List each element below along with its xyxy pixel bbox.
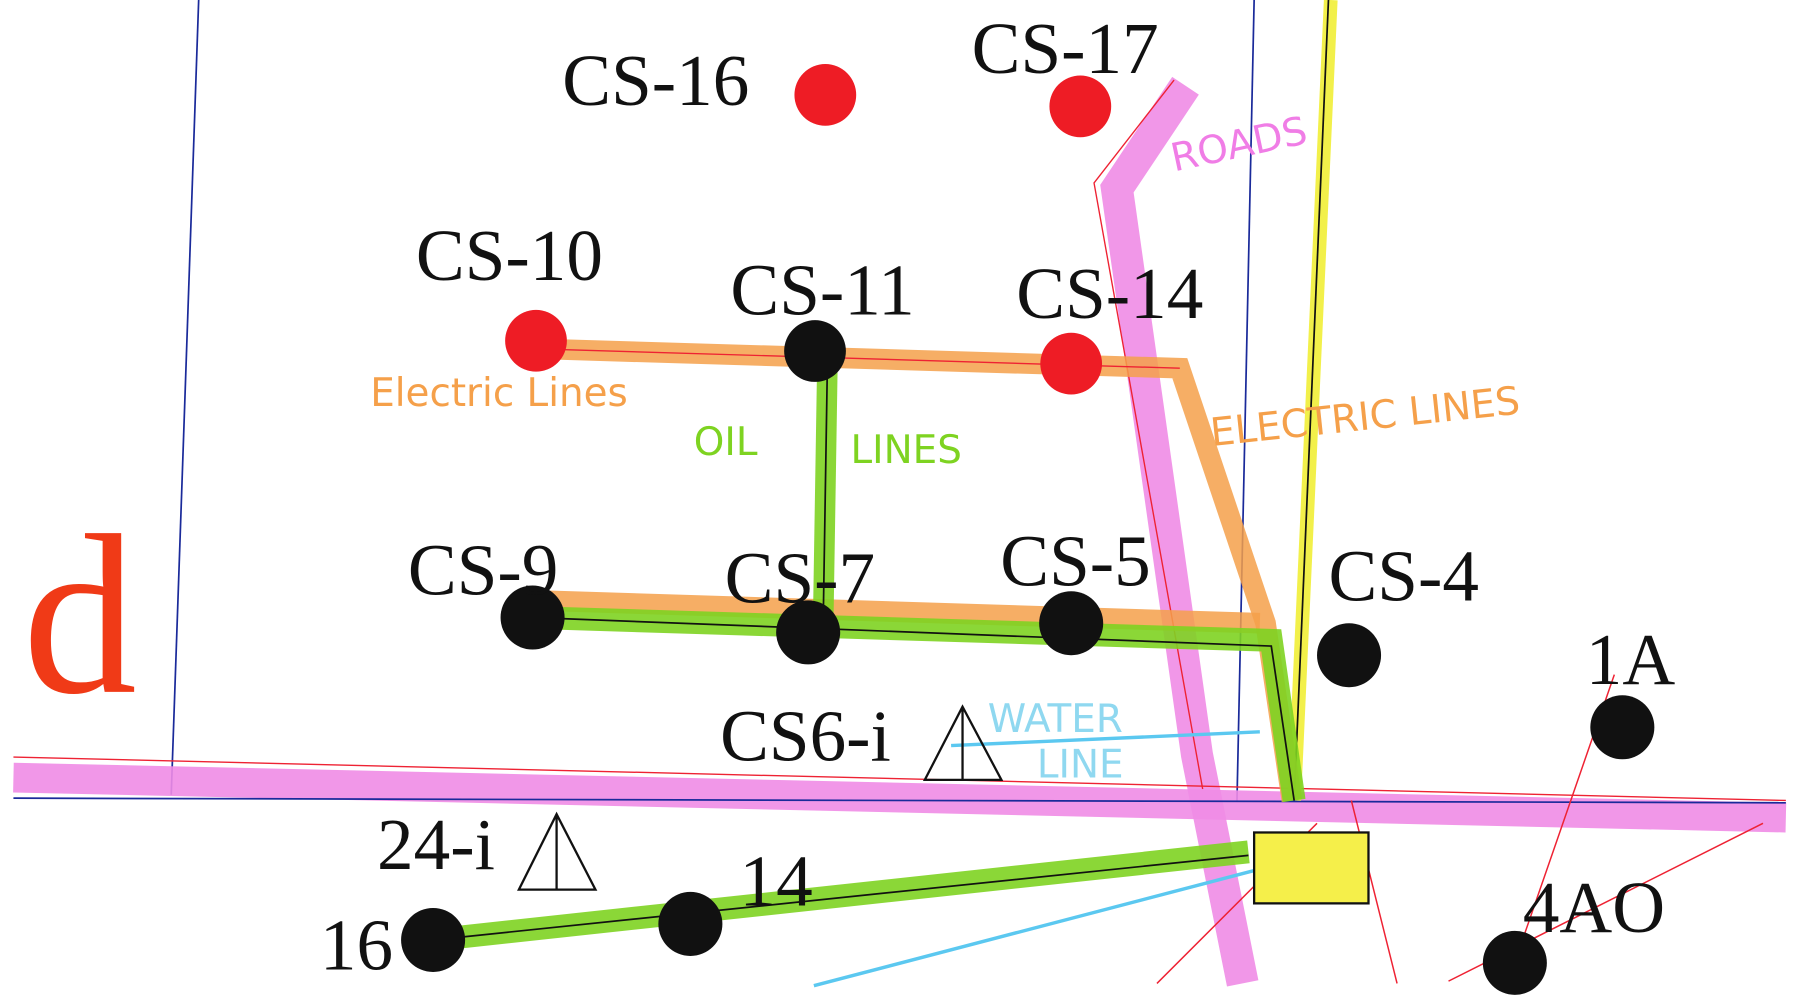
annotation: Electric Lines xyxy=(370,371,628,416)
well-marker xyxy=(1590,695,1655,760)
well-marker xyxy=(1049,75,1112,138)
well-marker xyxy=(401,907,466,972)
well-triangle xyxy=(922,704,1004,782)
well-marker xyxy=(1039,591,1104,656)
annotation: LINES xyxy=(850,428,961,473)
map-letter: d xyxy=(23,489,137,742)
water-line xyxy=(813,867,1261,988)
well-label: 24-i xyxy=(377,804,495,885)
well-triangle xyxy=(517,811,598,891)
well-marker xyxy=(1317,623,1382,688)
thin-line xyxy=(1156,674,1764,984)
electric-line xyxy=(532,590,1261,634)
well-marker xyxy=(1482,930,1547,995)
well-label: CS-10 xyxy=(416,215,603,296)
well-label: CS-5 xyxy=(1000,520,1150,601)
well-label: CS6-i xyxy=(720,695,891,776)
annotation: ELECTRIC LINES xyxy=(1208,379,1522,456)
road-edge xyxy=(13,756,1786,802)
water-line xyxy=(951,730,1260,748)
road-edge xyxy=(1093,79,1204,790)
boundary-line xyxy=(1236,0,1255,801)
well-label: CS-11 xyxy=(730,249,914,330)
road xyxy=(13,762,1787,833)
well-label: 4AO xyxy=(1523,867,1665,948)
boundary-line xyxy=(13,797,1786,804)
yellow-line-core xyxy=(1293,0,1330,801)
well-marker xyxy=(658,891,723,956)
well-label: CS-16 xyxy=(562,40,749,121)
well-marker xyxy=(784,320,846,382)
well-marker xyxy=(505,309,567,372)
well-label: CS-17 xyxy=(972,8,1159,89)
well-label: 16 xyxy=(320,905,393,986)
boundary-line xyxy=(170,0,200,795)
well-marker xyxy=(1040,332,1103,395)
annotation: ROADS xyxy=(1167,109,1311,182)
well-marker xyxy=(500,585,565,650)
well-marker xyxy=(794,64,857,126)
road xyxy=(1100,76,1259,987)
annotation: WATER xyxy=(988,697,1123,742)
well-label: CS-4 xyxy=(1328,535,1478,616)
well-label: CS-14 xyxy=(1016,253,1203,334)
annotation: OIL xyxy=(694,420,758,465)
well-label: 14 xyxy=(740,841,813,922)
annotation: LINE xyxy=(1037,743,1124,788)
well-marker xyxy=(776,600,841,665)
facility xyxy=(1252,831,1370,905)
well-label: CS-9 xyxy=(408,530,558,611)
well-label: 1A xyxy=(1586,619,1676,700)
well-label: CS-7 xyxy=(725,538,875,619)
